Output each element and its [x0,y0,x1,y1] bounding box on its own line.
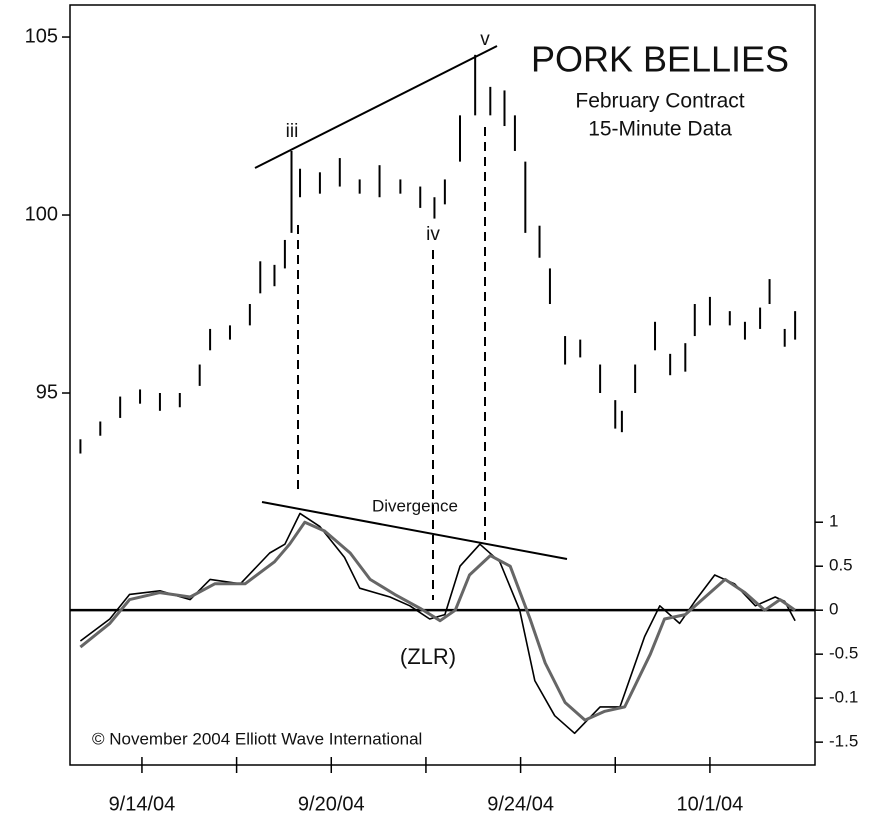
oscillator-line [79,512,796,735]
trend-line [254,45,498,169]
annotation: Divergence [372,496,458,515]
chart-subtitle: 15-Minute Data [588,118,732,141]
y-tick-label: 95 [36,381,58,403]
y2-tick-label: 1 [829,512,838,531]
y-tick-label: 100 [25,203,58,225]
y2-tick-label: -0.1 [829,688,858,707]
y-tick-label: 105 [25,25,58,47]
plot-frame [69,4,816,766]
annotation: (ZLR) [400,644,456,669]
copyright: © November 2004 Elliott Wave Internation… [92,729,422,748]
x-tick-label: 9/24/04 [487,793,554,815]
trend-line [261,501,568,560]
y2-tick-label: -1.5 [829,732,858,751]
y2-tick-label: 0 [829,600,838,619]
chart-subtitle: February Contract [575,90,744,113]
y2-tick-label: -0.5 [829,644,858,663]
chart-title: PORK BELLIES [531,39,789,80]
x-tick-label: 10/1/04 [677,793,744,815]
wave-label: v [480,29,490,50]
y2-tick-label: 0.5 [829,556,853,575]
oscillator-line [79,520,796,722]
x-tick-label: 9/14/04 [109,793,176,815]
wave-label: iv [426,224,440,245]
x-tick-label: 9/20/04 [298,793,365,815]
wave-label: iii [286,121,299,142]
